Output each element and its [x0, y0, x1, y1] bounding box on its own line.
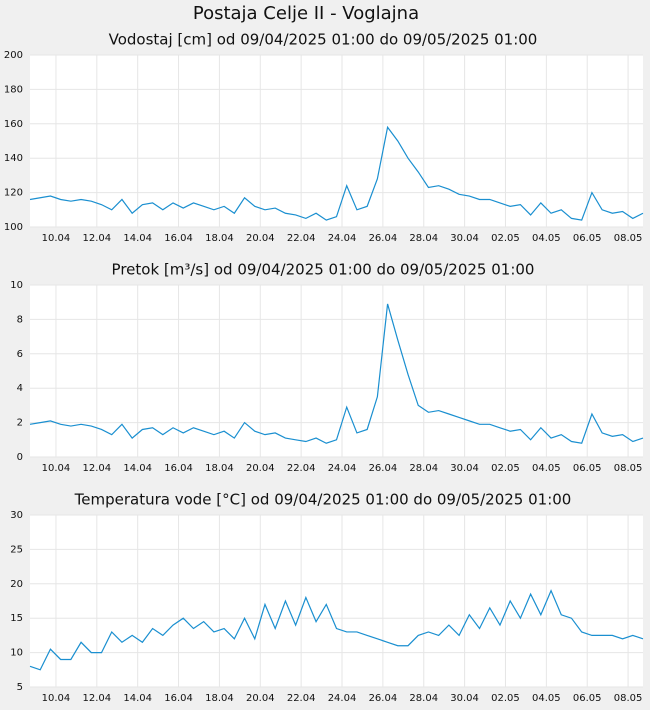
x-tick-label: 02.05	[491, 463, 520, 474]
y-tick-label: 5	[17, 682, 23, 693]
y-tick-label: 20	[10, 579, 23, 590]
x-tick-label: 24.04	[328, 233, 357, 244]
x-tick-label: 24.04	[328, 693, 357, 704]
y-tick-label: 160	[4, 119, 23, 130]
y-tick-label: 8	[17, 314, 23, 325]
data-line	[29, 589, 644, 671]
x-tick-label: 06.05	[573, 693, 602, 704]
x-tick-label: 14.04	[123, 693, 152, 704]
y-tick-label: 25	[10, 544, 23, 555]
x-tick-label: 10.04	[42, 693, 71, 704]
x-tick-label: 30.04	[450, 233, 479, 244]
x-tick-label: 14.04	[123, 233, 152, 244]
y-tick-label: 200	[4, 50, 23, 61]
x-tick-label: 08.05	[614, 693, 643, 704]
x-tick-label: 12.04	[82, 233, 111, 244]
x-tick-label: 02.05	[491, 233, 520, 244]
y-tick-label: 0	[17, 452, 23, 463]
chart-title: Temperatura vode [°C] od 09/04/2025 01:0…	[74, 491, 572, 509]
plot-area	[30, 285, 643, 457]
chart-title: Pretok [m³/s] od 09/04/2025 01:00 do 09/…	[112, 261, 535, 279]
x-tick-label: 10.04	[42, 463, 71, 474]
x-tick-label: 20.04	[246, 693, 275, 704]
x-tick-label: 16.04	[164, 463, 193, 474]
x-tick-label: 06.05	[573, 233, 602, 244]
page-title: Postaja Celje II - Voglajna	[193, 3, 419, 24]
x-tick-label: 26.04	[369, 233, 398, 244]
x-tick-label: 22.04	[287, 693, 316, 704]
x-tick-label: 18.04	[205, 693, 234, 704]
data-line	[29, 303, 644, 444]
x-tick-label: 20.04	[246, 233, 275, 244]
y-tick-label: 100	[4, 222, 23, 233]
x-tick-label: 02.05	[491, 693, 520, 704]
x-tick-label: 28.04	[409, 693, 438, 704]
x-tick-label: 26.04	[369, 463, 398, 474]
chart-title: Vodostaj [cm] od 09/04/2025 01:00 do 09/…	[109, 31, 538, 49]
x-tick-label: 22.04	[287, 233, 316, 244]
x-tick-label: 04.05	[532, 693, 561, 704]
plot-area	[30, 515, 643, 687]
y-tick-label: 30	[10, 510, 23, 521]
x-tick-label: 08.05	[614, 233, 643, 244]
x-tick-label: 12.04	[82, 693, 111, 704]
x-tick-label: 20.04	[246, 463, 275, 474]
y-tick-label: 10	[10, 280, 23, 291]
plot-area	[30, 55, 643, 227]
x-tick-label: 18.04	[205, 233, 234, 244]
x-tick-label: 30.04	[450, 693, 479, 704]
y-tick-label: 15	[10, 613, 23, 624]
x-tick-label: 22.04	[287, 463, 316, 474]
x-tick-label: 04.05	[532, 463, 561, 474]
x-tick-label: 04.05	[532, 233, 561, 244]
y-tick-label: 6	[17, 349, 23, 360]
x-tick-label: 06.05	[573, 463, 602, 474]
y-tick-label: 4	[17, 383, 23, 394]
y-tick-label: 120	[4, 188, 23, 199]
y-tick-label: 2	[17, 418, 23, 429]
y-tick-label: 10	[10, 648, 23, 659]
x-tick-label: 10.04	[42, 233, 71, 244]
x-tick-label: 12.04	[82, 463, 111, 474]
x-tick-label: 28.04	[409, 463, 438, 474]
x-tick-label: 30.04	[450, 463, 479, 474]
x-tick-label: 28.04	[409, 233, 438, 244]
x-tick-label: 08.05	[614, 463, 643, 474]
x-tick-label: 16.04	[164, 233, 193, 244]
x-tick-label: 14.04	[123, 463, 152, 474]
y-tick-label: 140	[4, 153, 23, 164]
x-tick-label: 18.04	[205, 463, 234, 474]
x-tick-label: 24.04	[328, 463, 357, 474]
x-tick-label: 26.04	[369, 693, 398, 704]
data-line	[29, 125, 644, 221]
y-tick-label: 180	[4, 84, 23, 95]
x-tick-label: 16.04	[164, 693, 193, 704]
